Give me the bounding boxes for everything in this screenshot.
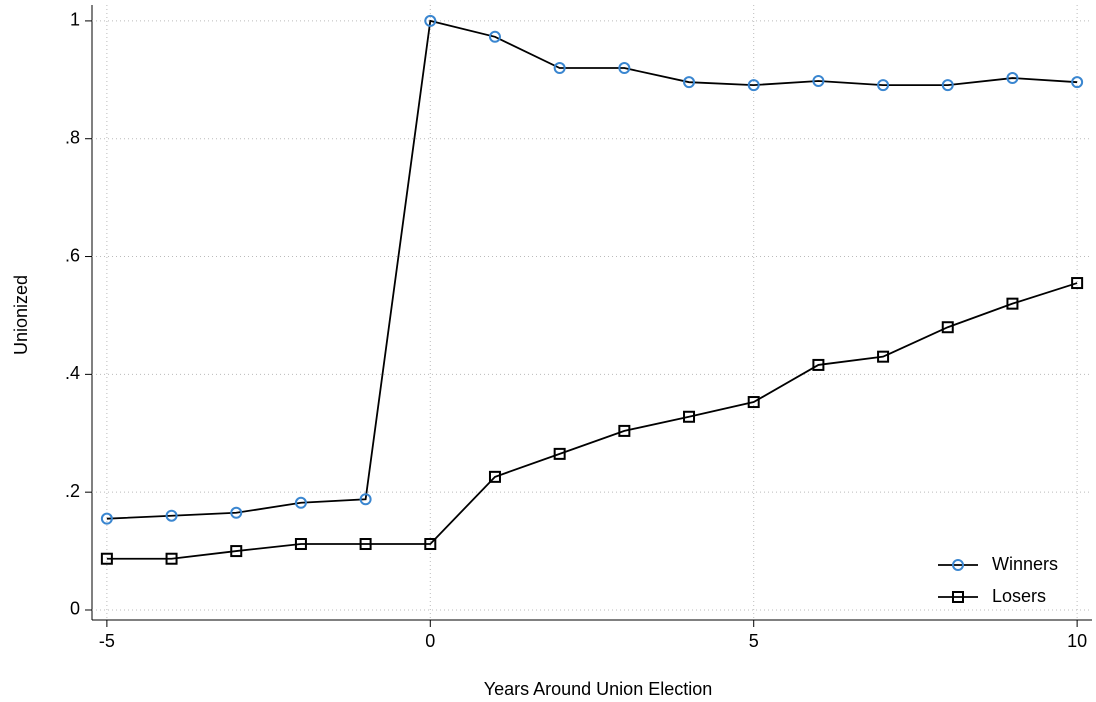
legend-label: Winners <box>992 554 1058 574</box>
point <box>812 74 825 87</box>
point <box>230 506 243 519</box>
y-axis-label: Unionized <box>11 275 31 355</box>
point <box>488 30 501 43</box>
point <box>100 552 113 565</box>
legend-label: Losers <box>992 586 1046 606</box>
point <box>488 470 501 483</box>
point <box>618 62 631 75</box>
y-tick-label: .4 <box>65 363 80 383</box>
point <box>1006 72 1019 85</box>
point <box>618 424 631 437</box>
legend-marker <box>952 559 964 571</box>
point <box>1071 277 1084 290</box>
y-tick-label: 1 <box>70 10 80 30</box>
point <box>424 14 437 27</box>
y-tick-label: .6 <box>65 245 80 265</box>
y-tick-label: .8 <box>65 127 80 147</box>
x-tick-label: 10 <box>1067 631 1087 651</box>
point <box>812 358 825 371</box>
point <box>424 538 437 551</box>
x-tick-label: 0 <box>425 631 435 651</box>
point <box>877 350 890 363</box>
point <box>877 79 890 92</box>
x-tick-label: 5 <box>749 631 759 651</box>
point <box>1071 76 1084 89</box>
point <box>553 447 566 460</box>
point <box>294 538 307 551</box>
series-line <box>106 19 1078 520</box>
series-line <box>106 282 1078 560</box>
point <box>683 76 696 89</box>
point <box>683 410 696 423</box>
y-tick-label: .2 <box>65 481 80 501</box>
point <box>747 396 760 409</box>
point <box>165 552 178 565</box>
point <box>359 538 372 551</box>
point <box>941 321 954 334</box>
point <box>941 79 954 92</box>
point <box>553 62 566 75</box>
y-tick-label: 0 <box>70 599 80 619</box>
x-tick-label: -5 <box>99 631 115 651</box>
point <box>230 545 243 558</box>
legend-marker <box>952 591 964 603</box>
point <box>165 509 178 522</box>
point <box>294 496 307 509</box>
point <box>100 512 113 525</box>
point <box>359 493 372 506</box>
point <box>747 79 760 92</box>
x-axis-label: Years Around Union Election <box>484 679 713 699</box>
point <box>1006 297 1019 310</box>
